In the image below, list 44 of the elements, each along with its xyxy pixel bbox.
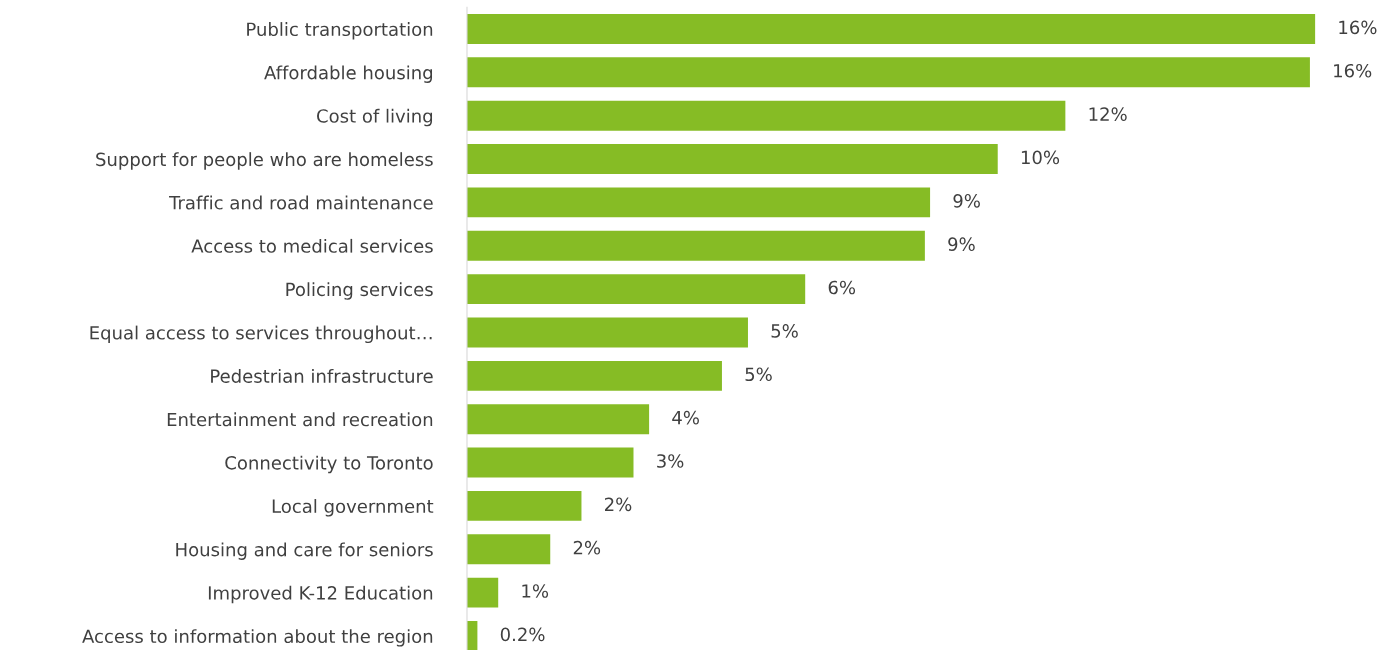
y-tick-label: Public transportation	[247, 22, 433, 40]
y-tick-label: Housing and care for seniors	[176, 542, 433, 560]
data-label: 10%	[1021, 150, 1060, 165]
y-tick-label: Traffic and road maintenance	[169, 195, 433, 210]
bar	[466, 317, 748, 348]
data-label: 5%	[745, 367, 772, 382]
data-label: 2%	[605, 497, 632, 512]
y-tick-label: Entertainment and recreation	[167, 412, 433, 427]
data-label: 4%	[672, 410, 699, 425]
data-label: 5%	[771, 324, 798, 338]
bar	[466, 577, 499, 608]
y-tick-label: Access to information about the region	[82, 629, 433, 647]
bar	[466, 144, 998, 174]
y-tick-label: Improved K-12 Education	[208, 585, 433, 604]
data-label: 1%	[522, 584, 549, 598]
bar	[466, 274, 806, 305]
data-label: 16%	[1339, 20, 1377, 35]
bar	[466, 490, 582, 521]
data-label: 16%	[1334, 63, 1372, 78]
bar	[466, 404, 650, 435]
y-tick-label: Equal access to services throughout…	[90, 325, 432, 344]
y-tick-label: Policing services	[286, 282, 433, 300]
bar	[466, 187, 931, 218]
y-tick-label: Connectivity to Toronto	[225, 455, 433, 474]
y-tick-label: Cost of living	[317, 108, 433, 127]
bar	[466, 230, 925, 261]
data-label: 0.2%	[500, 627, 545, 642]
y-tick-label: Pedestrian infrastructure	[211, 368, 433, 383]
y-tick-label: Affordable housing	[264, 65, 433, 83]
data-label: 9%	[948, 237, 975, 251]
data-label: 6%	[828, 280, 856, 295]
data-label: 3%	[657, 454, 684, 468]
y-tick-label: Local government	[272, 499, 434, 517]
bar	[466, 360, 722, 391]
y-tick-label: Support for people who are homeless	[96, 152, 433, 170]
bar	[466, 57, 1310, 88]
bar	[466, 100, 1066, 131]
data-label: 2%	[573, 540, 601, 555]
y-tick-label: Access to medical services	[191, 238, 433, 253]
bar	[466, 14, 1316, 44]
bar	[466, 534, 551, 565]
data-label: 12%	[1089, 107, 1127, 121]
bar	[466, 447, 634, 478]
data-label: 9%	[953, 193, 980, 208]
